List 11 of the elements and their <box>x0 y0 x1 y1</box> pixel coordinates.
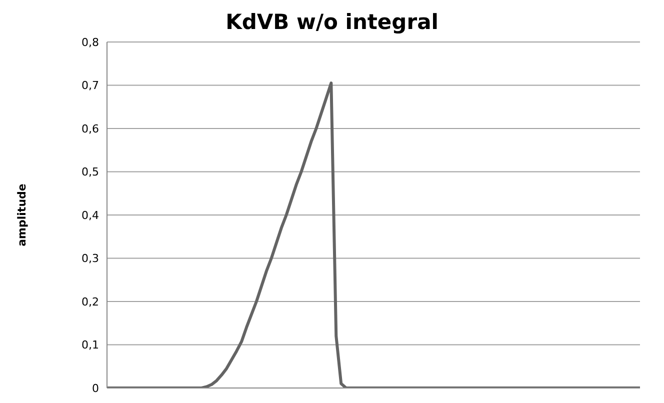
chart-title: KdVB w/o integral <box>224 10 440 34</box>
y-tick-label: 0,7 <box>82 79 99 92</box>
y-tick-label: 0,5 <box>82 166 99 179</box>
y-tick-label: 0,2 <box>82 295 99 308</box>
y-tick-label: 0 <box>92 382 99 395</box>
y-tick-label: 0,4 <box>82 208 99 222</box>
y-axis-title: amplitude <box>16 184 28 246</box>
y-tick-label: 0,3 <box>82 252 99 266</box>
y-tick-label: 0,6 <box>82 122 99 136</box>
y-tick-label: 0,1 <box>82 338 99 352</box>
y-tick-label: 0,8 <box>82 36 99 49</box>
